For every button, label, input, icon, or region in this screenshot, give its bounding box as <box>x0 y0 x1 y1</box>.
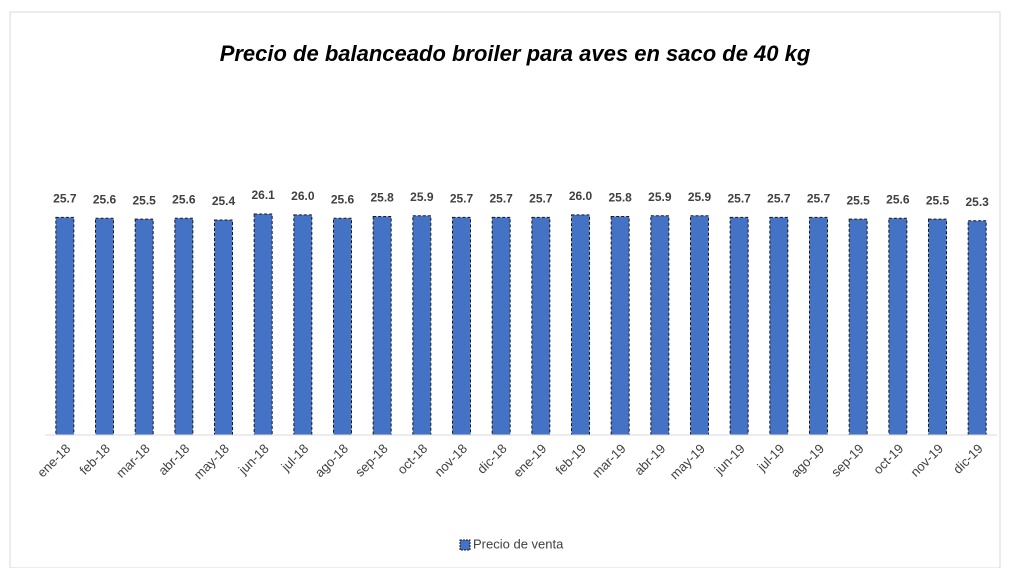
bar <box>134 218 154 436</box>
bar <box>769 216 789 436</box>
value-label: 25.7 <box>727 192 751 206</box>
value-label: 25.9 <box>648 190 672 204</box>
value-label: 25.6 <box>886 192 910 206</box>
bar <box>412 215 432 436</box>
legend-swatch <box>459 539 471 551</box>
value-label: 25.7 <box>807 192 831 206</box>
bar <box>293 214 313 436</box>
value-label: 25.5 <box>926 193 950 207</box>
bar <box>214 219 233 436</box>
bar <box>928 218 947 436</box>
value-label: 25.6 <box>93 192 117 206</box>
bar <box>650 215 670 436</box>
value-label: 25.8 <box>608 191 632 205</box>
value-label: 25.8 <box>370 191 394 205</box>
value-label: 25.9 <box>410 190 434 204</box>
legend-label: Precio de venta <box>473 536 564 551</box>
bar <box>55 216 75 436</box>
value-label: 25.7 <box>53 192 77 206</box>
chart-title: Precio de balanceado broiler para aves e… <box>220 41 811 66</box>
value-label: 25.3 <box>965 195 989 209</box>
bar <box>491 216 511 436</box>
value-label: 25.4 <box>212 194 236 208</box>
bar <box>253 213 273 436</box>
bar <box>729 216 749 436</box>
bar <box>690 215 709 436</box>
value-label: 25.5 <box>132 193 156 207</box>
bar <box>452 216 471 436</box>
bar <box>333 217 352 436</box>
value-label: 25.9 <box>688 190 712 204</box>
value-label: 25.6 <box>172 192 196 206</box>
value-label: 25.7 <box>767 192 791 206</box>
bar <box>571 214 590 436</box>
value-label: 25.7 <box>529 192 553 206</box>
bar <box>809 216 828 436</box>
bar <box>888 217 908 436</box>
bar <box>531 216 551 436</box>
value-label: 25.7 <box>450 192 474 206</box>
value-label: 25.6 <box>331 192 355 206</box>
bar <box>372 216 392 436</box>
bar <box>174 217 194 436</box>
value-label: 26.0 <box>291 189 315 203</box>
bar <box>610 216 630 436</box>
value-label: 25.5 <box>846 193 870 207</box>
value-label: 26.1 <box>251 188 275 202</box>
bar <box>95 217 114 436</box>
bar <box>967 220 987 436</box>
value-label: 26.0 <box>569 189 593 203</box>
value-label: 25.7 <box>489 192 513 206</box>
bar <box>848 218 868 436</box>
